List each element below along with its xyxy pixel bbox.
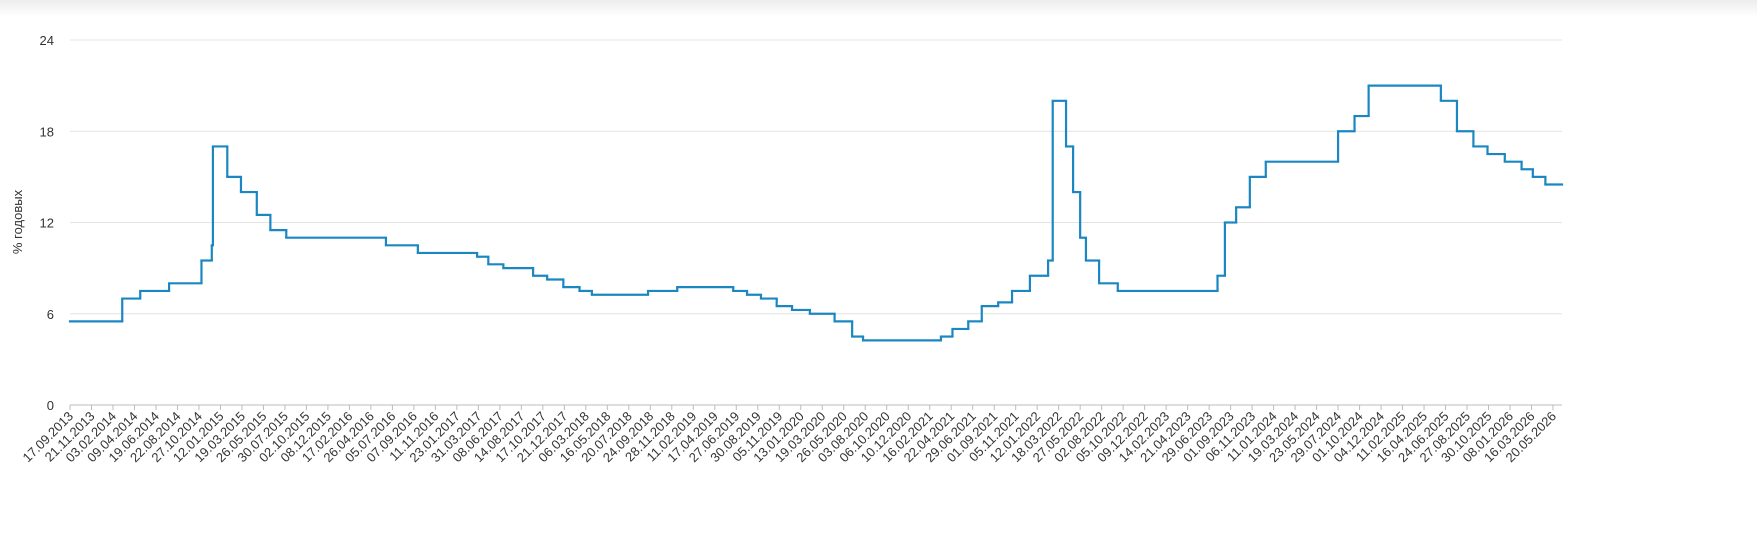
y-tick-label: 12 xyxy=(40,216,54,231)
y-axis-label: % годовых xyxy=(10,189,25,254)
y-tick-label: 0 xyxy=(47,398,54,413)
top-shadow xyxy=(0,0,1757,16)
y-tick-label: 18 xyxy=(40,124,54,139)
y-tick-label: 24 xyxy=(40,33,54,48)
y-tick-label: 6 xyxy=(47,307,54,322)
